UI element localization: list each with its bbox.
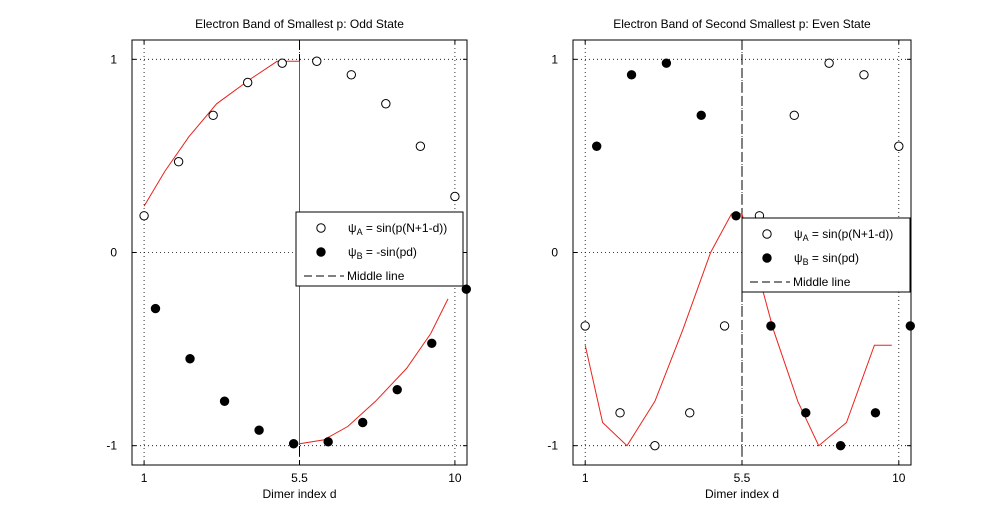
legend-swatch-psi-b	[316, 247, 326, 257]
x-axis-label: Dimer index d	[262, 487, 336, 501]
data-point-psi-a	[789, 110, 799, 121]
y-tick-label: -1	[547, 439, 558, 453]
legend-label-sub: B	[357, 251, 363, 261]
legend-label-main: Middle line	[793, 275, 851, 289]
legend-label-sub: A	[357, 227, 363, 237]
data-point-psi-a	[312, 56, 322, 66]
data-point-psi-a	[615, 408, 625, 418]
chart-title: Electron Band of Second Smallest p: Even…	[613, 17, 871, 31]
y-tick-label: 0	[110, 246, 117, 260]
x-tick-label: 10	[892, 471, 906, 485]
legend-swatch-psi-a	[316, 223, 326, 233]
data-point-psi-a	[859, 70, 869, 80]
data-point-psi-b	[461, 284, 472, 294]
data-point-psi-a	[650, 440, 660, 451]
legend-label-main: ψ	[794, 227, 803, 241]
legend-label-main: ψ	[348, 245, 357, 259]
legend-swatch-psi-b	[762, 253, 772, 263]
data-point-psi-a	[139, 211, 149, 221]
legend-label-sub: B	[803, 257, 809, 267]
chart-title: Electron Band of Smallest p: Odd State	[195, 17, 404, 31]
data-point-psi-b	[696, 110, 706, 121]
y-tick-label: 0	[551, 246, 558, 260]
data-point-psi-b	[185, 354, 195, 364]
data-point-psi-b	[323, 437, 333, 447]
legend-swatch-psi-a	[762, 229, 772, 239]
legend-label-rest: = sin(p(N+1-d))	[363, 221, 448, 235]
data-point-psi-a	[277, 58, 287, 68]
data-point-psi-a	[824, 58, 834, 68]
data-point-psi-a	[415, 141, 426, 151]
chart-panel-even-state: 1 5.5 10 -1 0 1 Electron Band of Second Smalle…	[547, 17, 916, 501]
data-point-psi-a	[719, 321, 730, 331]
data-point-psi-b	[150, 303, 161, 314]
x-tick-label: 10	[448, 471, 462, 485]
legend-label: ψB = sin(pd)	[794, 251, 859, 267]
legend-label: ψA = sin(p(N+1-d))	[348, 221, 447, 237]
legend: ψA = sin(p(N+1-d))ψB = -sin(pd)Middle li…	[295, 211, 464, 287]
x-tick-label: 5.5	[291, 471, 308, 485]
data-point-psi-b	[870, 408, 881, 418]
legend-label: Middle line	[793, 275, 851, 289]
data-point-psi-a	[450, 191, 460, 202]
data-point-psi-a	[685, 408, 695, 418]
data-point-psi-b	[801, 408, 811, 418]
chart-panel-odd-state: 1 5.5 10 -1 0 1 Electron Band of Smallest p: O…	[106, 17, 472, 501]
legend-label: ψB = -sin(pd)	[348, 245, 417, 261]
data-point-psi-a	[346, 70, 357, 80]
x-axis-label: Dimer index d	[705, 487, 779, 501]
legend-label: ψA = sin(p(N+1-d))	[794, 227, 893, 243]
data-point-psi-b	[392, 384, 402, 395]
data-point-psi-a	[894, 141, 904, 151]
data-point-psi-b	[254, 425, 264, 435]
y-tick-label: 1	[110, 52, 117, 66]
data-point-psi-a	[580, 321, 590, 331]
data-point-psi-b	[219, 396, 230, 406]
data-point-psi-b	[766, 321, 776, 331]
legend-label: Middle line	[347, 269, 405, 283]
data-point-psi-b	[626, 70, 637, 80]
data-point-psi-b	[288, 439, 299, 449]
legend: ψA = sin(p(N+1-d))ψB = sin(pd)Middle lin…	[741, 217, 911, 293]
x-tick-label: 1	[582, 471, 589, 485]
data-point-psi-b	[835, 440, 846, 451]
legend-label-rest: = -sin(pd)	[363, 245, 417, 259]
legend-label-rest: = sin(p(N+1-d))	[809, 227, 894, 241]
y-tick-label: 1	[551, 52, 558, 66]
data-point-psi-a	[242, 77, 253, 88]
data-point-psi-b	[591, 141, 602, 151]
x-tick-label: 5.5	[734, 471, 751, 485]
data-point-psi-a	[173, 157, 184, 167]
data-point-psi-b	[427, 338, 437, 348]
legend-label-main: Middle line	[347, 269, 405, 283]
red-envelope-line	[584, 213, 892, 447]
legend-label-main: ψ	[348, 221, 357, 235]
data-point-psi-b	[731, 211, 741, 221]
legend-label-sub: A	[803, 233, 809, 243]
legend-label-main: ψ	[794, 251, 803, 265]
y-tick-label: -1	[106, 439, 117, 453]
data-point-psi-b	[358, 417, 368, 428]
data-point-psi-b	[661, 58, 672, 68]
data-point-psi-b	[905, 321, 916, 331]
x-tick-label: 1	[141, 471, 148, 485]
data-point-psi-a	[381, 99, 391, 109]
legend-label-rest: = sin(pd)	[809, 251, 859, 265]
data-point-psi-a	[208, 110, 218, 121]
